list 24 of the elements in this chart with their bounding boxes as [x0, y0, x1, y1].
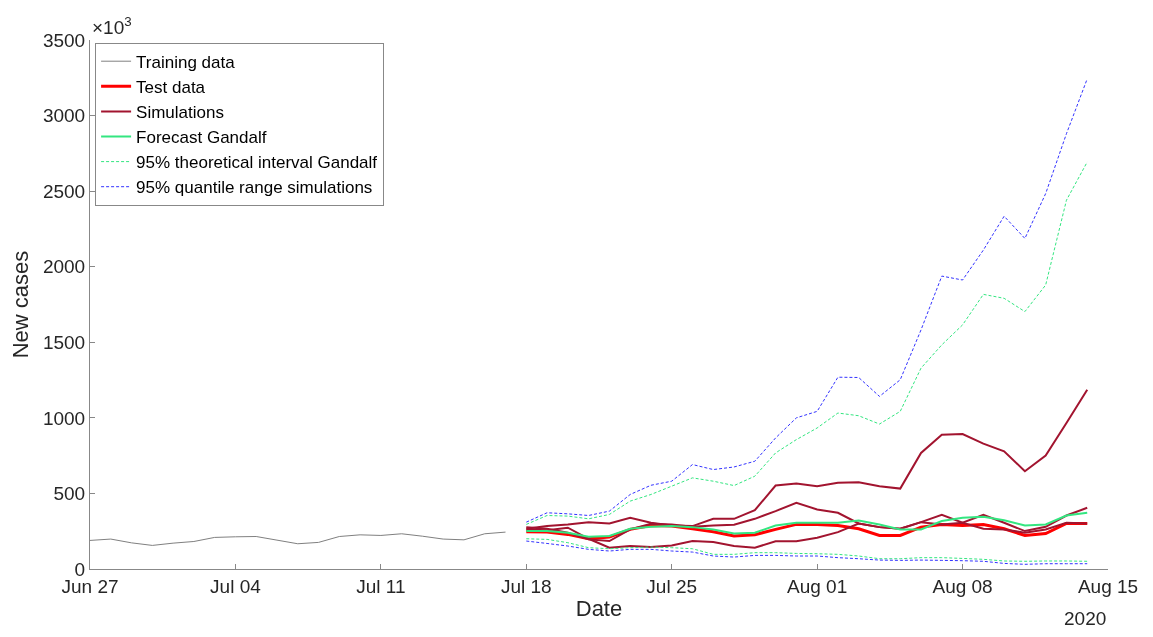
y-tick-label: 500	[53, 483, 86, 505]
x-tick-label: Jul 18	[500, 575, 552, 597]
x-tick-label: Jul 25	[646, 575, 698, 597]
x-tick-label: Aug 01	[787, 575, 848, 597]
x-tick-label: Jul 11	[356, 575, 406, 597]
y-tick-label: 1500	[42, 331, 86, 353]
y-tick-label: 2000	[42, 256, 86, 278]
x-axis-title: Date	[575, 595, 623, 621]
y-tick-label: 3500	[42, 29, 86, 51]
y-axis-title: New cases	[7, 250, 33, 359]
text: ×10$^{3}$	[92, 14, 132, 38]
x-tick-label: Aug 08	[932, 575, 993, 597]
y-tick-label: 2500	[42, 180, 86, 202]
x-tick-label: Aug 15	[1077, 575, 1139, 597]
text: 2020	[1064, 608, 1107, 629]
legend-label: Forecast Gandalf	[136, 128, 267, 148]
x-tick-label: Jul 04	[210, 575, 262, 597]
legend-label: Simulations	[136, 103, 224, 123]
legend-label: Test data	[136, 77, 206, 97]
y-tick-label: 1000	[42, 407, 86, 429]
legend-label: 95% quantile range simulations	[136, 178, 373, 198]
y-tick-label: 3000	[42, 105, 86, 127]
legend-label: Training data	[136, 52, 236, 72]
legend-label: 95% theoretical interval Gandalf	[136, 153, 378, 173]
